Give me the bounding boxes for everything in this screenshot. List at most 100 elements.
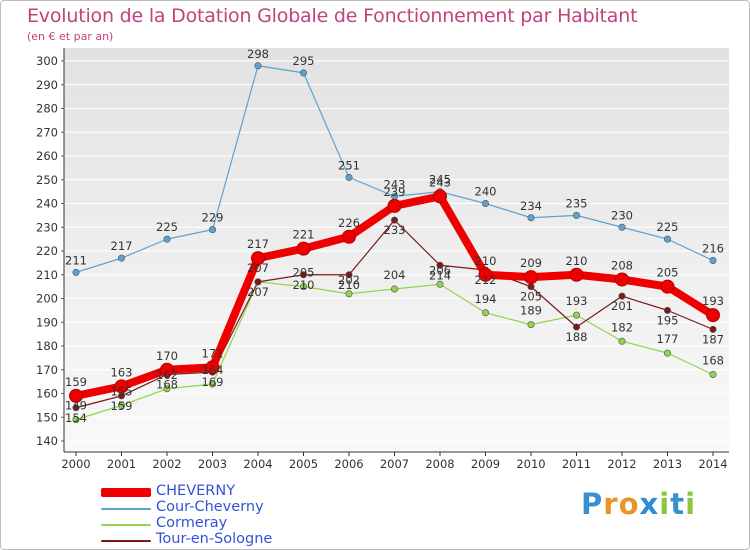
data-label: 207: [247, 261, 269, 275]
data-point[interactable]: [345, 173, 353, 181]
y-tick-label: 280: [36, 102, 58, 116]
y-tick-label: 200: [36, 292, 58, 306]
x-tick-label: 2003: [198, 457, 227, 471]
data-point[interactable]: [387, 198, 402, 213]
data-label: 210: [566, 254, 588, 268]
data-point[interactable]: [299, 69, 307, 77]
data-point[interactable]: [254, 62, 262, 70]
data-point[interactable]: [572, 323, 580, 331]
data-point[interactable]: [436, 261, 444, 269]
data-point[interactable]: [572, 311, 580, 319]
plot-area: [64, 48, 729, 452]
x-tick-label: 2009: [471, 457, 500, 471]
data-point[interactable]: [527, 214, 535, 222]
data-point[interactable]: [114, 379, 129, 394]
data-point[interactable]: [209, 226, 217, 234]
data-point[interactable]: [254, 278, 262, 286]
data-point[interactable]: [618, 223, 626, 231]
data-point[interactable]: [436, 280, 444, 288]
data-point[interactable]: [660, 279, 675, 294]
data-point[interactable]: [118, 401, 126, 409]
data-point[interactable]: [299, 283, 307, 291]
data-point[interactable]: [709, 256, 717, 264]
data-point[interactable]: [390, 285, 398, 293]
data-label: 155: [111, 384, 133, 398]
data-point[interactable]: [481, 200, 489, 208]
data-point[interactable]: [663, 235, 671, 243]
data-point[interactable]: [481, 309, 489, 317]
data-label: 234: [520, 199, 542, 213]
data-label: 193: [566, 294, 588, 308]
x-tick-label: 2007: [380, 457, 409, 471]
data-point[interactable]: [709, 370, 717, 378]
data-point[interactable]: [69, 388, 83, 403]
data-point[interactable]: [706, 308, 720, 323]
data-label: 189: [520, 304, 542, 318]
x-tick-label: 2012: [607, 457, 636, 471]
x-tick-label: 2014: [698, 457, 727, 471]
chart-subtitle: (en € et par an): [27, 30, 114, 43]
data-point[interactable]: [118, 254, 126, 262]
data-point[interactable]: [390, 216, 398, 224]
data-label: 240: [475, 185, 497, 199]
y-tick-label: 250: [36, 173, 58, 187]
data-label: 171: [202, 346, 224, 360]
data-point[interactable]: [209, 380, 217, 388]
x-tick-label: 2004: [243, 457, 272, 471]
data-point[interactable]: [205, 360, 220, 375]
data-point[interactable]: [527, 321, 535, 329]
data-label: 170: [156, 349, 178, 363]
data-label: 202: [338, 273, 360, 287]
x-tick-label: 2002: [152, 457, 181, 471]
data-point[interactable]: [296, 241, 311, 256]
data-label: 210: [293, 278, 315, 292]
data-label: 208: [611, 259, 633, 273]
data-label: 194: [475, 292, 497, 306]
legend-swatch-cour-cheverny: [101, 508, 151, 510]
data-label: 211: [65, 253, 87, 267]
data-label: 187: [702, 332, 724, 346]
data-label: 229: [202, 211, 224, 225]
data-point[interactable]: [251, 251, 265, 266]
data-point[interactable]: [299, 271, 307, 279]
data-point[interactable]: [569, 267, 584, 282]
data-label: 169: [202, 375, 224, 389]
y-tick-label: 180: [36, 339, 58, 353]
y-tick-label: 240: [36, 197, 58, 211]
data-label: 216: [702, 242, 724, 256]
data-point[interactable]: [163, 385, 171, 393]
data-point[interactable]: [478, 267, 493, 282]
data-point[interactable]: [709, 325, 717, 333]
data-point[interactable]: [160, 362, 174, 377]
data-point[interactable]: [663, 306, 671, 314]
data-point[interactable]: [342, 229, 356, 244]
data-label: 210: [338, 278, 360, 292]
data-point[interactable]: [615, 272, 629, 287]
data-point[interactable]: [618, 337, 626, 345]
data-point[interactable]: [163, 235, 171, 243]
data-point[interactable]: [524, 270, 538, 285]
data-label: 214: [429, 268, 451, 282]
data-point[interactable]: [72, 404, 80, 412]
data-label: 243: [429, 175, 451, 189]
data-point[interactable]: [345, 290, 353, 298]
data-label: 177: [657, 332, 679, 346]
data-point[interactable]: [345, 271, 353, 279]
data-point[interactable]: [663, 349, 671, 357]
data-label: 195: [657, 313, 679, 327]
data-label: 245: [429, 173, 451, 187]
data-label: 205: [293, 266, 315, 280]
data-point[interactable]: [572, 211, 580, 219]
data-point[interactable]: [433, 189, 447, 204]
data-point[interactable]: [618, 292, 626, 300]
data-label: 205: [657, 266, 679, 280]
legend-label-cheverny: CHEVERNY: [156, 483, 236, 499]
data-point[interactable]: [72, 268, 80, 276]
data-label: 209: [520, 256, 542, 270]
data-point[interactable]: [72, 416, 80, 424]
legend-swatch-cormeray: [101, 524, 151, 526]
data-label: 251: [338, 158, 360, 172]
data-label: 212: [475, 273, 497, 287]
data-label: 206: [429, 263, 451, 277]
data-label: 201: [611, 299, 633, 313]
